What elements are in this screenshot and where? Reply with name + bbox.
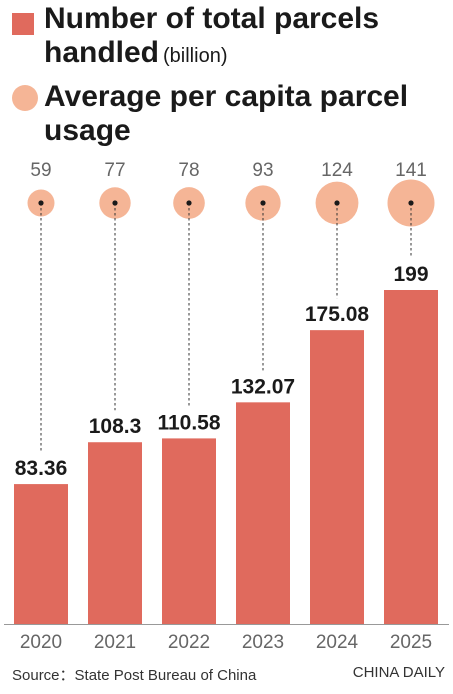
circle-center-dot-2021 xyxy=(112,200,118,206)
x-tick-label-2020: 2020 xyxy=(20,632,62,653)
bar-value-label-2022: 110.58 xyxy=(157,411,220,434)
x-tick-label-2024: 2024 xyxy=(316,632,359,653)
circle-center-dot-2022 xyxy=(186,200,192,206)
bar-value-label-2021: 108.3 xyxy=(89,415,142,438)
legend-bar-swatch xyxy=(12,13,34,35)
legend-bars-unit: (billion) xyxy=(163,45,228,67)
per-capita-label-2022: 78 xyxy=(178,160,199,181)
bar-2020 xyxy=(14,484,68,624)
circle-center-dot-2024 xyxy=(334,200,340,206)
bar-2023 xyxy=(236,402,290,624)
source-note: Source：State Post Bureau of China xyxy=(12,667,257,684)
legend-circles-label: Average per capita parcel usage xyxy=(44,80,409,147)
bar-2022 xyxy=(162,438,216,624)
circle-center-dot-2025 xyxy=(408,200,414,206)
legend-bars-text: Number of total parcels handled xyxy=(44,2,380,69)
circle-center-dot-2020 xyxy=(38,200,44,206)
bar-value-label-2020: 83.36 xyxy=(15,457,68,480)
per-capita-label-2021: 77 xyxy=(104,160,125,181)
bar-value-label-2025: 199 xyxy=(393,263,428,286)
credit: CHINA DAILY xyxy=(352,664,445,681)
bar-2025 xyxy=(384,290,438,624)
per-capita-label-2020: 59 xyxy=(30,160,51,181)
x-tick-label-2022: 2022 xyxy=(168,632,210,653)
bar-value-label-2024: 175.08 xyxy=(305,303,370,326)
legend-bars-label: Number of total parcels handled (billion) xyxy=(44,2,444,73)
x-tick-label-2023: 2023 xyxy=(242,632,284,653)
bar-2024 xyxy=(310,330,364,624)
legend-bars: Number of total parcels handled (billion) xyxy=(0,0,453,80)
bar-2021 xyxy=(88,442,142,624)
per-capita-label-2024: 124 xyxy=(321,160,353,181)
x-tick-label-2021: 2021 xyxy=(94,632,136,653)
legend-circle-swatch xyxy=(12,85,38,111)
x-tick-label-2025: 2025 xyxy=(390,632,432,653)
per-capita-label-2025: 141 xyxy=(395,160,427,181)
circle-center-dot-2023 xyxy=(260,200,266,206)
per-capita-label-2023: 93 xyxy=(252,160,273,181)
legend-circles: Average per capita parcel usage xyxy=(0,78,453,158)
bar-value-label-2023: 132.07 xyxy=(231,375,295,398)
